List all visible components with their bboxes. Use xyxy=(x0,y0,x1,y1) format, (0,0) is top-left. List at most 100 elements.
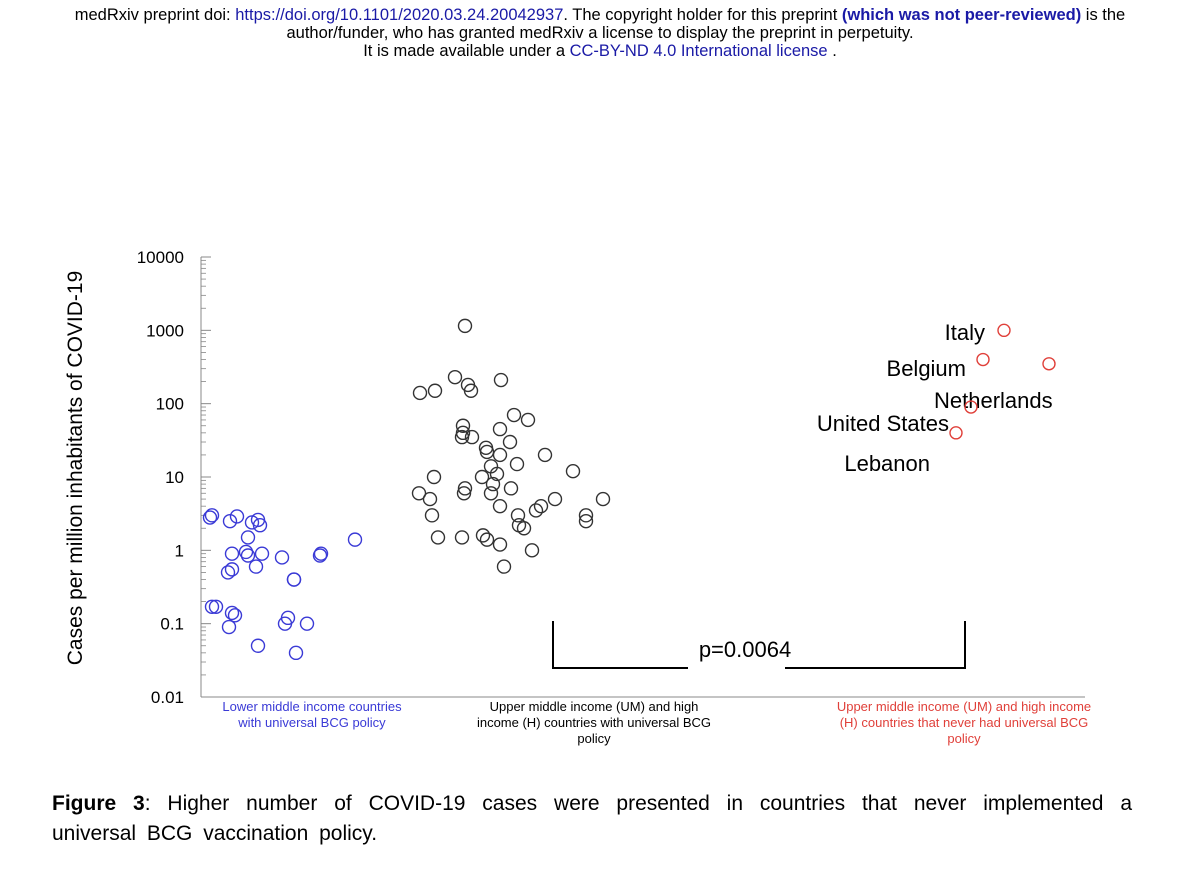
data-point xyxy=(479,444,495,460)
data-point xyxy=(528,503,544,518)
figure-label: Figure 3 xyxy=(52,792,145,815)
country-point xyxy=(949,426,963,440)
country-label: Belgium xyxy=(887,356,966,381)
group-label: Upper middle income (UM) and high income xyxy=(837,699,1091,714)
header-line-2: author/funder, who has granted medRxiv a… xyxy=(286,24,914,42)
group-label: with universal BCG policy xyxy=(237,715,386,730)
header-line-1: medRxiv preprint doi: https://doi.org/10… xyxy=(74,6,1126,24)
group-label: income (H) countries with universal BCG xyxy=(477,715,711,730)
data-point xyxy=(520,412,536,428)
y-tick-label: 10 xyxy=(165,468,184,487)
data-point xyxy=(509,456,525,472)
data-point xyxy=(240,548,256,563)
caption-text: : Higher number of COVID-19 cases were p… xyxy=(52,792,1132,845)
data-point xyxy=(447,369,463,385)
data-point xyxy=(502,434,518,450)
y-tick-label: 100 xyxy=(156,395,184,414)
data-point xyxy=(229,509,245,524)
group-label: policy xyxy=(947,731,981,746)
data-point xyxy=(426,469,442,485)
data-point xyxy=(274,550,290,565)
data-point xyxy=(224,546,240,561)
data-point xyxy=(204,508,220,523)
data-point xyxy=(412,385,428,401)
data-point xyxy=(510,508,526,523)
data-point xyxy=(222,513,238,529)
data-point xyxy=(422,491,438,507)
data-point xyxy=(492,421,508,437)
data-point xyxy=(457,318,473,334)
figure-caption: Figure 3: Higher number of COVID-19 case… xyxy=(52,789,1132,849)
preprint-header: medRxiv preprint doi: https://doi.org/10… xyxy=(0,6,1200,60)
data-point xyxy=(430,530,446,545)
data-point xyxy=(537,447,553,463)
data-point xyxy=(250,512,266,528)
data-point xyxy=(475,528,491,543)
country-label: Lebanon xyxy=(844,451,930,476)
y-tick-label: 1 xyxy=(175,541,184,560)
data-point xyxy=(492,498,508,514)
data-point xyxy=(457,481,473,496)
y-tick-label: 0.01 xyxy=(151,688,184,707)
group-label: Upper middle income (UM) and high xyxy=(490,699,699,714)
doi-link[interactable]: https://doi.org/10.1101/2020.03.24.20042… xyxy=(235,6,564,24)
data-point xyxy=(483,459,499,474)
y-tick-label: 10000 xyxy=(137,248,184,267)
data-point xyxy=(595,491,611,507)
data-point xyxy=(578,508,594,523)
data-point xyxy=(299,616,315,631)
data-point xyxy=(312,548,328,563)
data-point xyxy=(463,383,479,398)
data-point xyxy=(496,559,512,574)
data-point xyxy=(254,546,270,561)
bracket-right xyxy=(785,621,966,669)
license-link[interactable]: CC-BY-ND 4.0 International license xyxy=(569,42,828,60)
data-point xyxy=(565,463,581,479)
data-point xyxy=(455,425,471,441)
data-point xyxy=(208,599,224,614)
data-point xyxy=(479,532,495,547)
data-point xyxy=(483,486,499,501)
bracket-left xyxy=(552,621,688,669)
data-point xyxy=(411,486,427,501)
data-point xyxy=(238,544,254,560)
country-label: Netherlands xyxy=(934,388,1053,413)
data-point xyxy=(516,521,532,536)
data-point xyxy=(347,532,363,547)
data-point xyxy=(474,469,490,485)
group-label: policy xyxy=(577,731,611,746)
data-point xyxy=(492,537,508,552)
data-point xyxy=(485,476,501,492)
data-point xyxy=(204,599,220,614)
group-label: Lower middle income countries xyxy=(222,699,402,714)
data-point xyxy=(464,429,480,445)
country-label: United States xyxy=(817,411,949,436)
country-point xyxy=(964,400,978,414)
data-point xyxy=(224,562,240,577)
data-point xyxy=(202,510,218,525)
data-point xyxy=(227,608,243,623)
data-point xyxy=(427,383,443,398)
data-point xyxy=(250,638,266,653)
data-point xyxy=(224,605,240,621)
y-tick-label: 0.1 xyxy=(160,615,184,634)
data-point xyxy=(503,481,519,496)
data-point xyxy=(220,565,236,580)
data-point xyxy=(280,610,296,626)
data-point xyxy=(492,447,508,463)
data-point xyxy=(533,498,549,514)
data-point xyxy=(286,572,302,587)
p-value-label: p=0.0064 xyxy=(699,637,791,662)
data-point xyxy=(240,530,256,545)
data-point xyxy=(455,418,471,433)
data-point xyxy=(547,491,563,507)
data-point xyxy=(524,543,540,558)
header-line-3: It is made available under a CC-BY-ND 4.… xyxy=(363,42,837,60)
data-point xyxy=(506,407,522,423)
peer-review-note: (which was not peer-reviewed) xyxy=(841,6,1082,24)
country-point xyxy=(997,323,1011,338)
data-point xyxy=(493,372,509,388)
data-point xyxy=(288,645,304,661)
data-point xyxy=(454,530,470,545)
